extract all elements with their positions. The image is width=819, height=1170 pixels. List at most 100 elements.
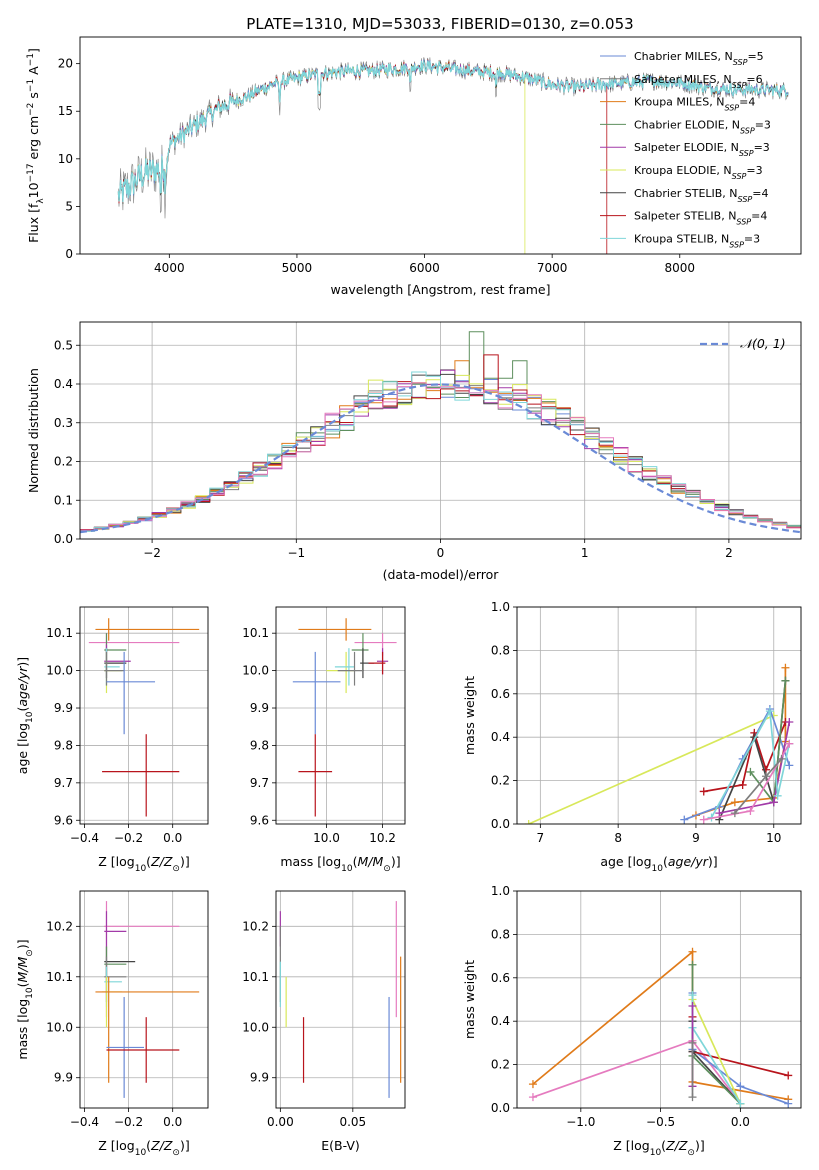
age_vs_mass-xlabel: mass [log10(M/M⊙)] [280,854,400,874]
y-tick-label: 9.6 [250,813,269,827]
y-tick-label: 9.7 [54,776,73,790]
spectrum-legend: Chabrier MILES, NSSP=5 Salpeter MILES, NS… [600,50,771,249]
residual-xlabel: (data-model)/error [383,567,500,582]
legend-entry: Kroupa MILES, NSSP=4 [634,96,755,113]
y-tick-label: 0.1 [54,493,73,507]
errorbar-point [102,976,122,1028]
weight-line-chabrier_stelib [718,680,787,821]
x-tick-label: −0.2 [114,1115,143,1129]
weight-marker [761,772,770,781]
x-tick-label: 0.05 [339,1115,366,1129]
axes-frame [79,890,209,1109]
x-tick-label: 5000 [282,261,313,275]
x-tick-label: 0.0 [163,831,182,845]
weight_vs_Z-xlabel: Z [log10(Z/Z⊙)] [613,1138,704,1158]
weight-marker [785,739,794,748]
weight-marker [784,1071,793,1080]
errorbar-point [104,648,127,679]
weight-marker [528,1093,537,1102]
age_vs_Z-points [88,618,200,817]
errorbar-point [104,911,127,947]
hist-extra_pink [80,382,801,539]
y-tick-label: 0.4 [491,730,510,744]
y-tick-label: 0.3 [54,416,73,430]
axes-frame [79,36,802,255]
legend-entry: Chabrier MILES, NSSP=5 [634,50,764,67]
weight-marker [746,767,755,776]
residuals-axes: −2 −1 0 1 2 0.0 0.1 0.2 0.3 0.4 0.5 [54,322,801,560]
y-tick-label: 9.9 [250,701,269,715]
x-tick-label: 0.00 [267,1115,294,1129]
legend-entry: Salpeter MILES, NSSP=6 [634,73,763,90]
axes-frame [79,606,209,825]
errorbar-point [88,633,180,652]
weight-marker [738,780,747,789]
errorbar-point [106,1017,180,1083]
errorbar-point [95,618,200,641]
errorbar-point [104,633,127,671]
weight-marker [730,809,739,818]
weight-marker [699,815,708,824]
y-tick-label: 5 [65,199,73,213]
y-tick-label: 10.0 [242,664,269,678]
legend-entry: Salpeter ELODIE, NSSP=3 [634,141,770,158]
y-tick-label: 0.4 [491,1014,510,1028]
y-tick-label: 0.5 [54,338,73,352]
weight_vs_Z-series [528,947,793,1108]
weight-marker [688,1093,697,1102]
weight-marker [688,1038,697,1047]
y-tick-label: 9.8 [250,738,269,752]
weight-line-kroupa_stelib [710,708,791,818]
spectrum-xlabel: wavelength [Angstrom, rest frame] [330,282,550,297]
y-tick-label: 0.0 [491,1101,510,1115]
x-tick-label: 0.0 [163,1115,182,1129]
errorbar-point [298,734,333,817]
weight-marker [715,809,724,818]
x-tick-label: 4000 [154,261,185,275]
x-tick-label: 8000 [664,261,695,275]
weight-marker [746,806,755,815]
errorbar-point [368,651,386,675]
legend-entry: Chabrier STELIB, NSSP=4 [634,187,768,204]
weight-line-kroupa_elodie [691,999,742,1105]
y-tick-label: 0.6 [491,971,510,985]
weight-marker [769,798,778,807]
mass_vs_Z-xlabel: Z [log10(Z/Z⊙)] [98,1138,189,1158]
mass_vs_ebv-axes: 0.00 0.05 9.9 10.0 10.1 10.2 [242,891,405,1129]
mass_vs_ebv-xlabel: E(B-V) [321,1138,360,1153]
y-tick-label: 0.8 [491,643,510,657]
errorbar-point [95,976,200,1083]
y-tick-label: 0.6 [491,687,510,701]
errorbar-point [292,651,341,735]
weight-marker [730,798,739,807]
errorbar-point [354,633,397,656]
x-tick-label: −0.2 [114,831,143,845]
errorbar-point [106,996,144,1098]
y-tick-label: 0.8 [491,927,510,941]
weight_vs_age-axes: 7 8 9 10 0.0 0.2 0.4 0.6 0.8 1.0 [491,600,801,845]
y-tick-label: 1.0 [491,884,510,898]
spectrum-axes: 4000 5000 6000 7000 8000 0 5 10 15 20 [58,57,695,275]
weight-marker [736,1082,745,1091]
y-tick-label: 0.2 [54,455,73,469]
weight_vs_age-xlabel: age [log10(age/yr)] [600,854,717,874]
legend-entry: Chabrier ELODIE, NSSP=3 [634,118,771,135]
legend-entry: Salpeter STELIB, NSSP=4 [634,210,767,227]
y-tick-label: 15 [58,104,73,118]
axes-frame [275,890,406,1109]
errorbar-point [102,734,180,817]
errorbar-point [337,651,363,686]
y-tick-label: 20 [58,57,73,71]
y-tick-label: 10.1 [242,970,269,984]
mass_vs_Z-axes: −0.4 −0.2 0.0 9.9 10.0 10.1 10.2 [46,891,208,1129]
x-tick-label: 10 [766,831,781,845]
weight-marker [524,820,533,824]
x-tick-label: 0.0 [731,1115,750,1129]
y-tick-label: 10.0 [242,1020,269,1034]
y-tick-label: 9.9 [250,1071,269,1085]
weight-marker [781,663,790,672]
x-tick-label: 7000 [537,261,568,275]
histogram-series [80,331,801,539]
weight-marker [736,1099,745,1108]
